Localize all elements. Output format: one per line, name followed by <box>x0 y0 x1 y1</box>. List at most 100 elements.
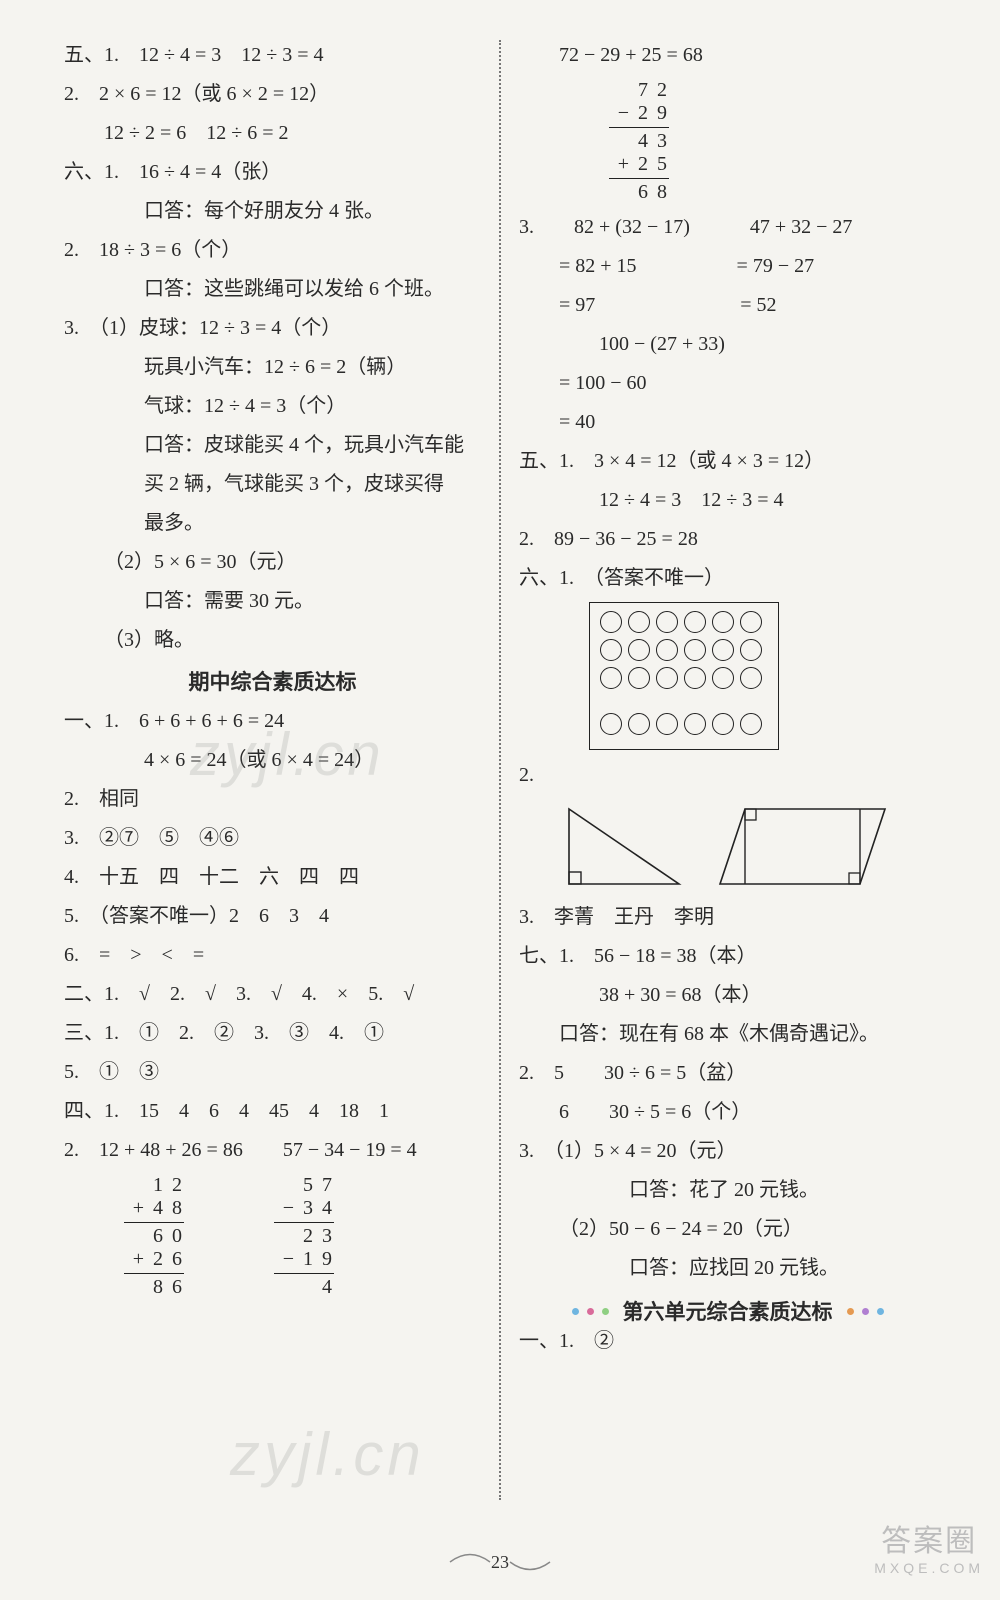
text-line: 5. ① ③ <box>64 1057 481 1088</box>
text-line: 买 2 辆，气球能买 3 个，皮球买得 <box>64 469 481 500</box>
circle-row <box>600 639 768 661</box>
parallelogram-shape <box>715 799 895 894</box>
circle-icon <box>712 639 734 661</box>
site-badge: 答案圈 MXQE.COM <box>874 1516 984 1576</box>
circle-icon <box>628 713 650 735</box>
circle-icon <box>600 611 622 633</box>
circle-row <box>600 667 768 689</box>
text-line: 100 − (27 + 33) <box>519 329 936 360</box>
text-line: 4. 十五 四 十二 六 四 四 <box>64 862 481 893</box>
circle-icon <box>740 639 762 661</box>
arith-row: 6 0 <box>124 1225 184 1248</box>
circle-icon <box>600 667 622 689</box>
circle-icon <box>740 667 762 689</box>
arith-row: 8 6 <box>124 1276 184 1299</box>
arith-row: 2 3 <box>274 1225 334 1248</box>
text-line: 七、1. 56 − 18 = 38（本） <box>519 941 936 972</box>
circle-diagram <box>589 602 779 750</box>
triangle-shape <box>559 799 689 894</box>
circle-icon <box>628 667 650 689</box>
arith-row: 6 8 <box>609 181 669 204</box>
text-line: 12 ÷ 2 = 6 12 ÷ 6 = 2 <box>64 118 481 149</box>
arith-rule <box>609 127 669 128</box>
badge-title: 答案圈 <box>874 1516 984 1560</box>
dot-icon <box>572 1308 579 1315</box>
text-line: 72 − 29 + 25 = 68 <box>519 40 936 71</box>
circle-icon <box>656 611 678 633</box>
text-line: = 97 = 52 <box>519 290 936 321</box>
shape-row <box>559 799 936 894</box>
text-line: 3. （1）皮球：12 ÷ 3 = 4（个） <box>64 313 481 344</box>
text-line: 气球：12 ÷ 4 = 3（个） <box>64 391 481 422</box>
circle-icon <box>740 611 762 633</box>
circle-icon <box>740 713 762 735</box>
text-line: 口答：每个好朋友分 4 张。 <box>64 196 481 227</box>
dot-icon <box>862 1308 869 1315</box>
circle-icon <box>684 667 706 689</box>
text-line: = 40 <box>519 407 936 438</box>
text-line: 一、1. ② <box>519 1326 936 1357</box>
text-line: 2. 89 − 36 − 25 = 28 <box>519 524 936 555</box>
arith-row: 7 2 <box>609 79 669 102</box>
circle-icon <box>712 713 734 735</box>
page-ornament-icon: 23 <box>440 1542 560 1582</box>
section-heading: 第六单元综合素质达标 <box>623 1296 833 1326</box>
circle-icon <box>684 639 706 661</box>
text-line: 3. ②⑦ ⑤ ④⑥ <box>64 823 481 854</box>
arith-row: + 4 8 <box>124 1197 184 1220</box>
section-heading: 期中综合素质达标 <box>64 666 481 696</box>
arith-row: − 1 9 <box>274 1248 334 1271</box>
circle-row <box>600 611 768 633</box>
text-line: 2. 2 × 6 = 12（或 6 × 2 = 12） <box>64 79 481 110</box>
circle-icon <box>656 713 678 735</box>
dot-icon <box>587 1308 594 1315</box>
text-line: （2）50 − 6 − 24 = 20（元） <box>519 1214 936 1245</box>
text-line: 4 × 6 = 24（或 6 × 4 = 24） <box>64 745 481 776</box>
arith-row: − 3 4 <box>274 1197 334 1220</box>
text-line: 3. 李菁 王丹 李明 <box>519 902 936 933</box>
text-line: 2. 5 30 ÷ 6 = 5（盆） <box>519 1058 936 1089</box>
circle-icon <box>600 713 622 735</box>
arith-rule <box>274 1273 334 1274</box>
text-line: 一、1. 6 + 6 + 6 + 6 = 24 <box>64 706 481 737</box>
text-line: 二、1. √ 2. √ 3. √ 4. × 5. √ <box>64 979 481 1010</box>
arith-rule <box>274 1222 334 1223</box>
dot-icon <box>877 1308 884 1315</box>
circle-row <box>600 713 768 735</box>
vertical-arithmetic: 5 7 − 3 4 2 3 − 1 9 4 <box>274 1174 334 1299</box>
vertical-arithmetic: 7 2 − 2 9 4 3 + 2 5 6 8 <box>609 79 669 204</box>
text-line: 四、1. 15 4 6 4 45 4 18 1 <box>64 1096 481 1127</box>
circle-icon <box>656 667 678 689</box>
circle-icon <box>684 713 706 735</box>
svg-text:23: 23 <box>491 1552 509 1572</box>
arith-row: 5 7 <box>274 1174 334 1197</box>
circle-icon <box>684 611 706 633</box>
circle-icon <box>600 639 622 661</box>
text-line: 玩具小汽车：12 ÷ 6 = 2（辆） <box>64 352 481 383</box>
dot-icon <box>847 1308 854 1315</box>
circle-icon <box>712 667 734 689</box>
text-line: 六、1. 16 ÷ 4 = 4（张） <box>64 157 481 188</box>
arith-rule <box>609 178 669 179</box>
text-line: （3）略。 <box>64 625 481 656</box>
text-line: 38 + 30 = 68（本） <box>519 980 936 1011</box>
text-line: 口答：花了 20 元钱。 <box>519 1175 936 1206</box>
text-line: 五、1. 3 × 4 = 12（或 4 × 3 = 12） <box>519 446 936 477</box>
text-line: 6. = > < = <box>64 940 481 971</box>
text-line: 12 ÷ 4 = 3 12 ÷ 3 = 4 <box>519 485 936 516</box>
arith-row: 4 <box>274 1276 334 1299</box>
circle-icon <box>712 611 734 633</box>
text-line: 六、1. （答案不唯一） <box>519 563 936 594</box>
text-line: = 82 + 15 = 79 − 27 <box>519 251 936 282</box>
arith-row: + 2 6 <box>124 1248 184 1271</box>
text-line: 五、1. 12 ÷ 4 = 3 12 ÷ 3 = 4 <box>64 40 481 71</box>
text-line: 2. 18 ÷ 3 = 6（个） <box>64 235 481 266</box>
text-line: = 100 − 60 <box>519 368 936 399</box>
text-line: 2. 12 + 48 + 26 = 86 57 − 34 − 19 = 4 <box>64 1135 481 1166</box>
badge-subtitle: MXQE.COM <box>874 1560 984 1576</box>
text-line: 口答：现在有 68 本《木偶奇遇记》。 <box>519 1019 936 1050</box>
circle-icon <box>628 639 650 661</box>
text-line: 2. 相同 <box>64 784 481 815</box>
text-line: 2. <box>519 760 936 791</box>
arith-row: − 2 9 <box>609 102 669 125</box>
